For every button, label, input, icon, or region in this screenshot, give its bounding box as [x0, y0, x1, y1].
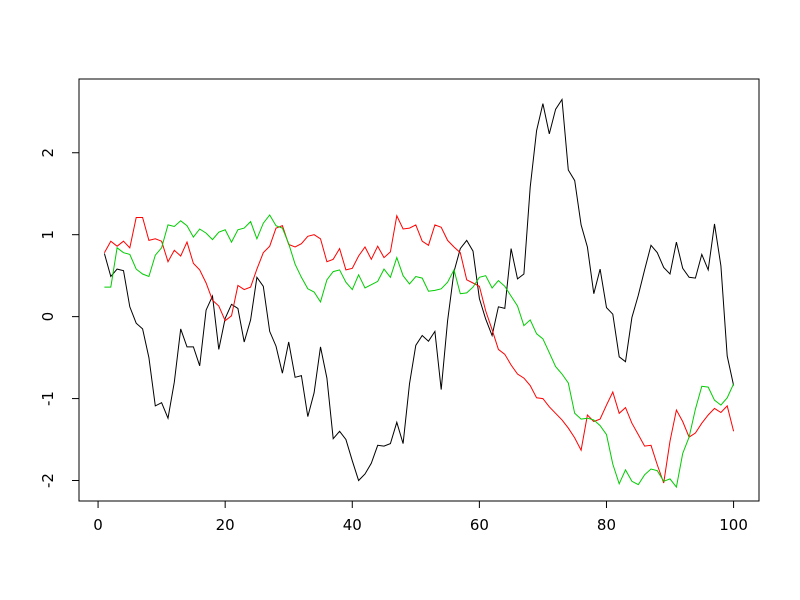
y-tick-label: -2 [39, 473, 57, 488]
y-tick-label: 1 [39, 230, 57, 240]
x-tick-label: 100 [719, 516, 748, 534]
series-layer [103, 98, 735, 489]
x-tick-label: 40 [343, 516, 362, 534]
series-line-3 [104, 214, 735, 489]
x-tick-label: 80 [597, 516, 616, 534]
y-tick-label: 0 [39, 312, 57, 322]
y-axis: -2 -1 0 1 2 [39, 148, 80, 488]
x-tick-label: 0 [93, 516, 103, 534]
y-tick-label: -1 [39, 391, 57, 406]
x-axis: 0 20 40 60 80 100 [93, 500, 748, 534]
series-line-2 [103, 214, 735, 484]
x-tick-label: 20 [216, 516, 235, 534]
plot-frame [78, 78, 760, 502]
x-tick-label: 60 [470, 516, 489, 534]
y-tick-label: 2 [39, 148, 57, 158]
series-line-1 [103, 98, 735, 482]
